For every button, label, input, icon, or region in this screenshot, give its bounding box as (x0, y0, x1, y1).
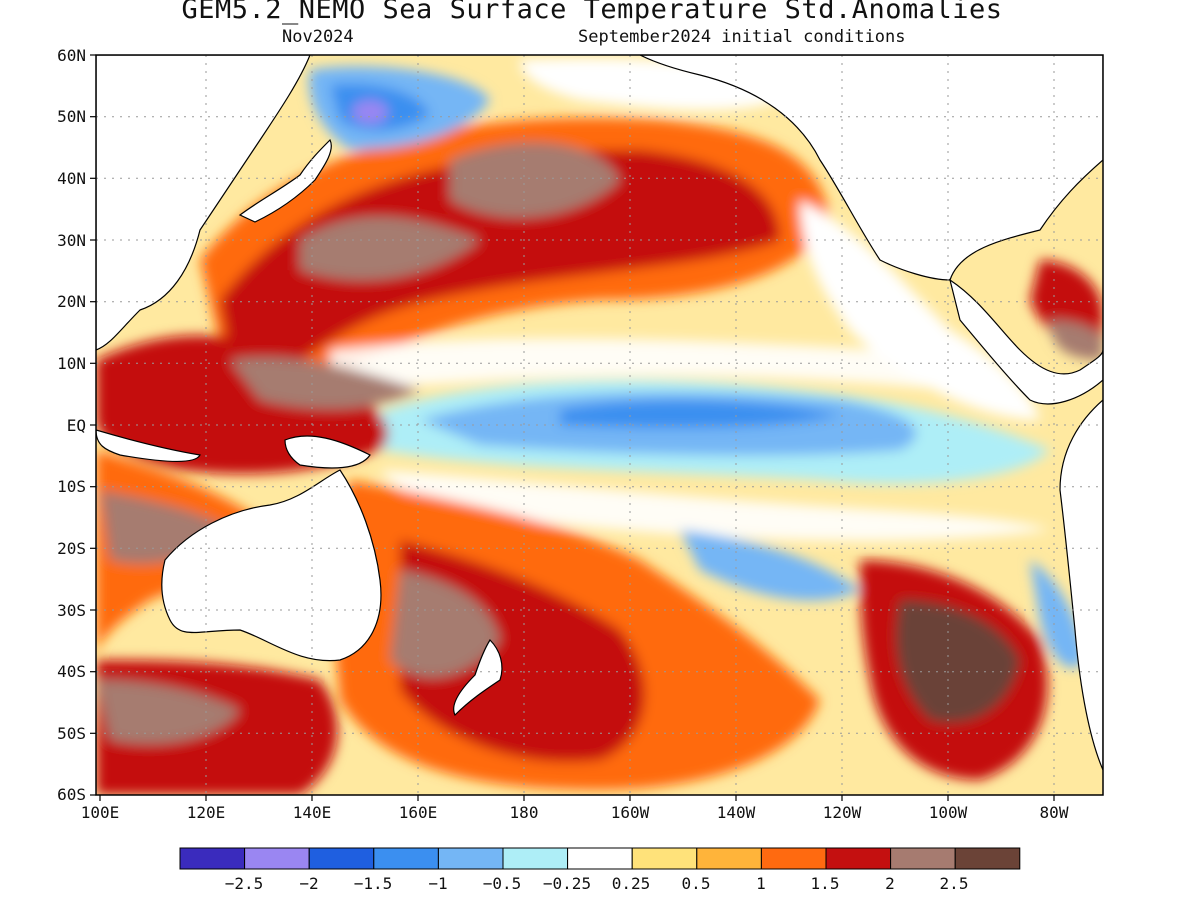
colorbar-swatch (308, 847, 375, 870)
colorbar-swatch (696, 847, 762, 870)
colorbar-swatch (179, 847, 246, 870)
colorbar-swatch (437, 847, 504, 870)
colorbar-label: −1.5 (354, 874, 393, 893)
colorbar-label: −0.5 (483, 874, 522, 893)
axis-ticks (90, 54, 1055, 801)
lat-label: 10N (57, 354, 86, 373)
lat-label: 20S (57, 539, 86, 558)
lat-label: 30N (57, 231, 86, 250)
lon-label: 160W (611, 803, 650, 822)
lat-label: 60S (57, 785, 86, 804)
colorbar-swatch (760, 847, 827, 870)
latitude-labels: 60N 50N 40N 30N 20N 10N EQ 10S 20S 30S 4… (57, 46, 86, 804)
lat-label: 50N (57, 107, 86, 126)
graticule (96, 55, 1103, 795)
lon-label: 100W (929, 803, 968, 822)
lat-label: 40S (57, 662, 86, 681)
lon-label: 80W (1040, 803, 1069, 822)
colorbar-labels: −2.5 −2 −1.5 −1 −0.5 −0.25 0.25 0.5 1 1.… (225, 874, 969, 893)
lat-label: EQ (67, 416, 86, 435)
lat-label: 10S (57, 477, 86, 496)
colorbar-label: 1 (756, 874, 766, 893)
lon-label: 120W (823, 803, 862, 822)
lon-label: 140E (293, 803, 332, 822)
lat-label: 50S (57, 724, 86, 743)
colorbar-label: 1.5 (811, 874, 840, 893)
lon-label: 100E (81, 803, 120, 822)
colorbar-swatch (890, 847, 956, 870)
chart-title: GEM5.2_NEMO Sea Surface Temperature Std.… (181, 0, 1003, 25)
colorbar-label: 0.25 (612, 874, 651, 893)
colorbar-swatch (631, 847, 698, 870)
colorbar-label: −1 (428, 874, 447, 893)
colorbar-swatch (502, 847, 569, 870)
colorbar-label: 2.5 (940, 874, 969, 893)
anomaly-field (96, 55, 1103, 795)
forecast-month: Nov2024 (282, 27, 354, 47)
land (96, 55, 1103, 771)
colorbar-label: 2 (885, 874, 895, 893)
lat-label: 40N (57, 169, 86, 188)
lon-label: 160E (399, 803, 438, 822)
lat-label: 30S (57, 601, 86, 620)
colorbar-label: −2 (299, 874, 318, 893)
lon-label: 140W (717, 803, 756, 822)
colorbar-swatch (567, 847, 633, 870)
colorbar-swatch (825, 847, 892, 870)
colorbar-swatch (954, 847, 1021, 870)
colorbar-swatch (373, 847, 439, 870)
lat-label: 60N (57, 46, 86, 65)
colorbar-swatch (244, 847, 310, 870)
colorbar-label: −0.25 (543, 874, 591, 893)
colorbar-legend (179, 847, 1021, 870)
colorbar-label: −2.5 (225, 874, 264, 893)
lon-label: 180 (510, 803, 539, 822)
lat-label: 20N (57, 292, 86, 311)
colorbar-label: 0.5 (682, 874, 711, 893)
lon-label: 120E (187, 803, 226, 822)
longitude-labels: 100E 120E 140E 160E 180 160W 140W 120W 1… (81, 803, 1069, 822)
initial-conditions: September2024 initial conditions (578, 27, 906, 47)
